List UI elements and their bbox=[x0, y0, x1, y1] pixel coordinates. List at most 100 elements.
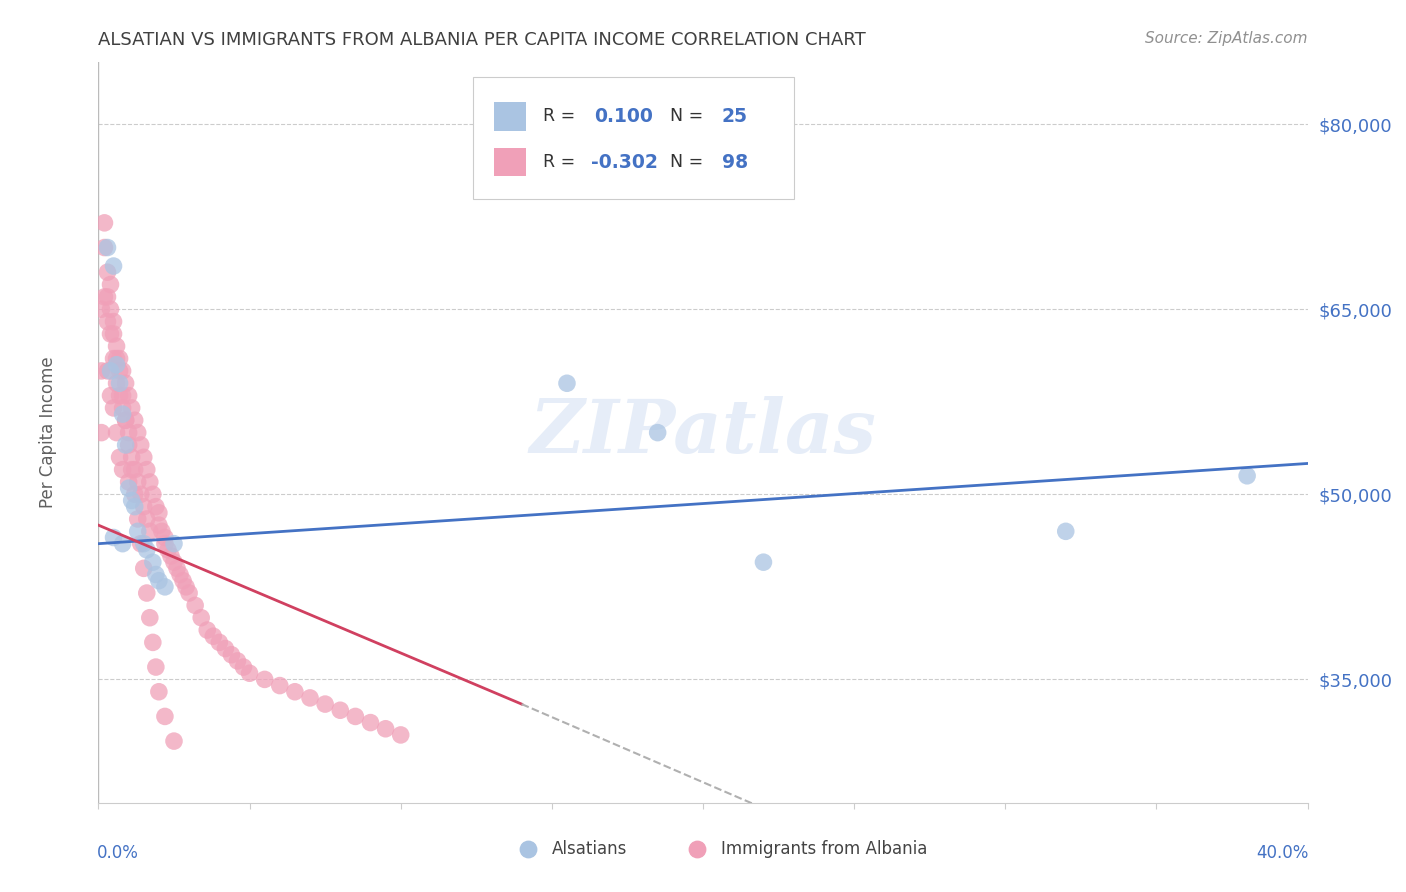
Point bbox=[344, 709, 367, 723]
Text: N =: N = bbox=[669, 153, 709, 171]
Point bbox=[389, 728, 412, 742]
Point bbox=[121, 450, 143, 465]
Point bbox=[105, 358, 128, 372]
Point bbox=[124, 462, 146, 476]
Point bbox=[135, 512, 157, 526]
Point bbox=[169, 567, 191, 582]
Point bbox=[145, 660, 167, 674]
Point bbox=[100, 277, 122, 292]
Point bbox=[111, 536, 134, 550]
Text: ZIPatlas: ZIPatlas bbox=[530, 396, 876, 469]
Point bbox=[153, 531, 176, 545]
Point bbox=[184, 599, 207, 613]
Text: 0.100: 0.100 bbox=[593, 107, 652, 126]
Point bbox=[100, 326, 122, 341]
Point bbox=[90, 302, 112, 317]
Point bbox=[103, 401, 125, 415]
Point bbox=[202, 629, 225, 643]
Point bbox=[647, 425, 669, 440]
Point bbox=[284, 685, 307, 699]
Text: 25: 25 bbox=[721, 107, 748, 126]
Point bbox=[135, 462, 157, 476]
Point bbox=[179, 586, 201, 600]
Point bbox=[111, 401, 134, 415]
Text: Immigrants from Albania: Immigrants from Albania bbox=[721, 839, 928, 858]
Point bbox=[90, 425, 112, 440]
Point bbox=[96, 314, 118, 328]
Point bbox=[118, 481, 141, 495]
Point bbox=[96, 364, 118, 378]
Point bbox=[1236, 468, 1258, 483]
Point bbox=[195, 623, 218, 637]
Point bbox=[105, 339, 128, 353]
Point bbox=[239, 666, 262, 681]
Text: -0.302: -0.302 bbox=[592, 153, 658, 172]
Point bbox=[93, 240, 115, 254]
Text: R =: R = bbox=[543, 153, 581, 171]
Point bbox=[132, 561, 155, 575]
Point bbox=[114, 413, 136, 427]
Point bbox=[111, 462, 134, 476]
Point bbox=[1054, 524, 1077, 539]
Point bbox=[232, 660, 254, 674]
Point bbox=[114, 438, 136, 452]
Point bbox=[127, 425, 149, 440]
Point bbox=[129, 536, 152, 550]
Point bbox=[190, 610, 212, 624]
Point bbox=[124, 500, 146, 514]
Point bbox=[105, 376, 128, 391]
Bar bbox=[494, 103, 526, 130]
Text: 0.0%: 0.0% bbox=[97, 844, 139, 862]
Point bbox=[124, 413, 146, 427]
Point bbox=[148, 574, 170, 588]
Point bbox=[121, 493, 143, 508]
Point bbox=[150, 524, 173, 539]
Point bbox=[108, 364, 131, 378]
Point bbox=[114, 376, 136, 391]
Point bbox=[127, 512, 149, 526]
Point bbox=[163, 555, 186, 569]
Point bbox=[752, 555, 775, 569]
Point bbox=[108, 376, 131, 391]
Point bbox=[160, 549, 183, 563]
Point bbox=[142, 635, 165, 649]
Point bbox=[142, 555, 165, 569]
Point bbox=[100, 364, 122, 378]
Point bbox=[148, 506, 170, 520]
Point bbox=[90, 364, 112, 378]
Point bbox=[329, 703, 352, 717]
Point bbox=[163, 734, 186, 748]
Point bbox=[100, 389, 122, 403]
Point bbox=[153, 580, 176, 594]
Point bbox=[132, 450, 155, 465]
Point bbox=[148, 518, 170, 533]
Point bbox=[145, 567, 167, 582]
Point bbox=[142, 487, 165, 501]
Point bbox=[103, 314, 125, 328]
Point bbox=[132, 536, 155, 550]
Point bbox=[174, 580, 197, 594]
Point bbox=[132, 500, 155, 514]
Point bbox=[108, 389, 131, 403]
Text: ALSATIAN VS IMMIGRANTS FROM ALBANIA PER CAPITA INCOME CORRELATION CHART: ALSATIAN VS IMMIGRANTS FROM ALBANIA PER … bbox=[98, 31, 866, 49]
Point bbox=[108, 351, 131, 366]
Point bbox=[127, 524, 149, 539]
Text: 98: 98 bbox=[721, 153, 748, 172]
Point bbox=[121, 462, 143, 476]
Point bbox=[135, 542, 157, 557]
Point bbox=[374, 722, 396, 736]
Point bbox=[100, 302, 122, 317]
Point bbox=[166, 561, 188, 575]
Point bbox=[148, 685, 170, 699]
Point bbox=[114, 413, 136, 427]
Point bbox=[172, 574, 194, 588]
Point bbox=[103, 326, 125, 341]
Point bbox=[93, 216, 115, 230]
Point bbox=[105, 351, 128, 366]
Point bbox=[139, 475, 162, 489]
Point bbox=[156, 542, 179, 557]
Point bbox=[129, 438, 152, 452]
Point bbox=[299, 690, 322, 705]
Point bbox=[111, 389, 134, 403]
Point bbox=[163, 536, 186, 550]
